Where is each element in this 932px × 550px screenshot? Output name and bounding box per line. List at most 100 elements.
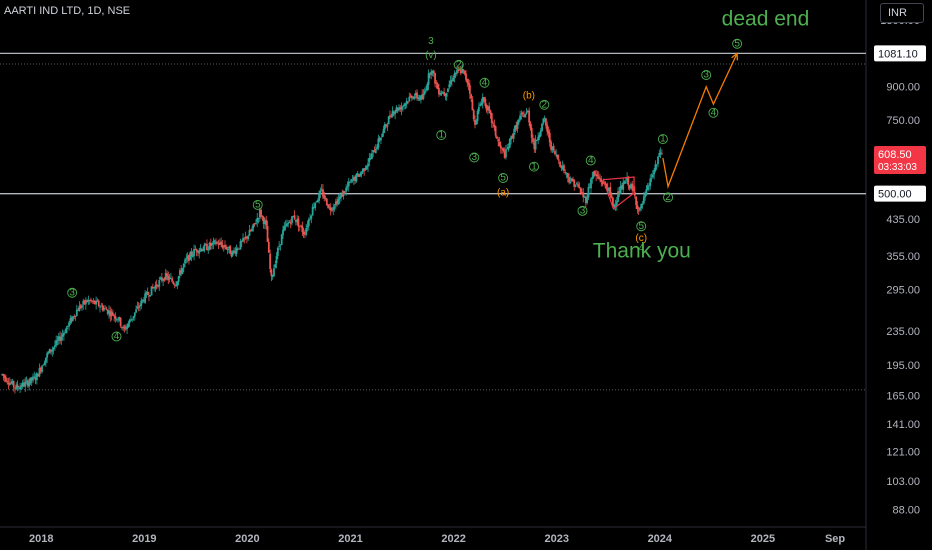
candle-body: [391, 111, 394, 117]
candle-body: [597, 176, 600, 179]
wave-label: (b): [523, 91, 535, 102]
candle-body: [297, 218, 300, 227]
candle-body: [528, 110, 531, 123]
candle-body: [215, 241, 217, 245]
candle-body: [548, 132, 551, 143]
candle-body: [135, 309, 137, 313]
candle-body: [407, 101, 409, 103]
candle-body: [322, 189, 324, 197]
candle-body: [136, 306, 139, 309]
candle-body: [341, 193, 344, 197]
candle-body: [225, 247, 228, 250]
candle-body: [448, 84, 451, 88]
candle-body: [145, 292, 148, 295]
candle-body: [449, 80, 452, 85]
candle-body: [280, 234, 283, 245]
y-tick-label: 121.00: [886, 447, 920, 459]
candle-body: [320, 189, 323, 191]
candle-body: [318, 193, 320, 201]
candle-body: [131, 318, 134, 320]
candle-body: [21, 382, 24, 387]
candle-body: [311, 206, 314, 216]
candle-body: [106, 309, 109, 314]
candle-body: [572, 178, 574, 182]
candle-body: [578, 186, 581, 189]
wave-label: 5: [500, 173, 506, 184]
candle-body: [23, 382, 25, 387]
candle-body: [660, 153, 663, 155]
candle-body: [372, 149, 375, 153]
annotation-dead-end: dead end: [722, 8, 810, 31]
candle-body: [363, 168, 366, 171]
currency-selector[interactable]: INR: [880, 3, 924, 23]
candle-body: [270, 269, 273, 277]
candle-body: [246, 236, 248, 239]
candle-body: [582, 192, 585, 198]
wave-label-circle: [732, 38, 743, 49]
candle-body: [251, 228, 253, 232]
candle-body: [475, 120, 478, 124]
candle-body: [274, 264, 277, 268]
candle-body: [185, 258, 188, 260]
candle-body: [26, 380, 29, 386]
candle-body: [51, 349, 54, 352]
x-tick-label: 2018: [29, 533, 53, 545]
candle-body: [167, 275, 170, 280]
candle-body: [483, 97, 485, 101]
candle-body: [211, 243, 214, 246]
wave-label-circle: [67, 287, 78, 298]
candle-body: [96, 300, 99, 302]
candle-body: [429, 73, 431, 75]
candle-body: [530, 127, 533, 138]
candle-body: [412, 98, 415, 99]
candle-body: [242, 238, 244, 242]
candle-body: [14, 387, 16, 389]
candle-body: [608, 187, 610, 191]
triangle-pattern[interactable]: [602, 176, 635, 210]
wave-label: 1: [438, 130, 444, 141]
candle-body: [477, 106, 480, 112]
candle-body: [405, 100, 408, 104]
candle-body: [279, 244, 282, 246]
candle-body: [262, 217, 265, 224]
candle-body: [359, 173, 362, 176]
candle-body: [181, 268, 184, 274]
candle-body: [542, 118, 545, 124]
candle-body: [371, 153, 373, 159]
candle-body: [127, 323, 130, 327]
candle-body: [194, 249, 197, 250]
candle-body: [291, 216, 293, 223]
candle-body: [331, 209, 333, 211]
candle-body: [176, 281, 179, 286]
candle-body: [287, 223, 290, 225]
candle-body: [373, 150, 376, 153]
candle-body: [659, 152, 662, 154]
candle-body: [111, 312, 114, 316]
projection-path[interactable]: [662, 53, 738, 189]
candle-body: [467, 82, 470, 85]
candle-body: [20, 385, 23, 387]
candle-body: [157, 285, 159, 287]
candle-body: [532, 138, 534, 143]
candle-body: [293, 215, 296, 220]
symbol-title: AARTI IND LTD, 1D, NSE: [4, 5, 131, 17]
candle-body: [25, 380, 28, 382]
candle-body: [258, 209, 261, 218]
candle-body: [398, 107, 400, 111]
candle-body: [72, 316, 74, 321]
candle-body: [93, 300, 96, 305]
candle-body: [492, 123, 494, 124]
candle-body: [70, 317, 73, 322]
candle-body: [413, 96, 416, 99]
candle-body: [461, 68, 464, 73]
candle-body: [82, 300, 85, 305]
candle-body: [118, 317, 121, 320]
candle-body: [462, 69, 465, 72]
candle-body: [261, 215, 264, 217]
candle-body: [323, 195, 326, 199]
candle-body: [458, 69, 461, 71]
candle-body: [396, 107, 399, 111]
candle-body: [601, 182, 604, 185]
level-high-tag: 1081.10: [878, 48, 918, 60]
